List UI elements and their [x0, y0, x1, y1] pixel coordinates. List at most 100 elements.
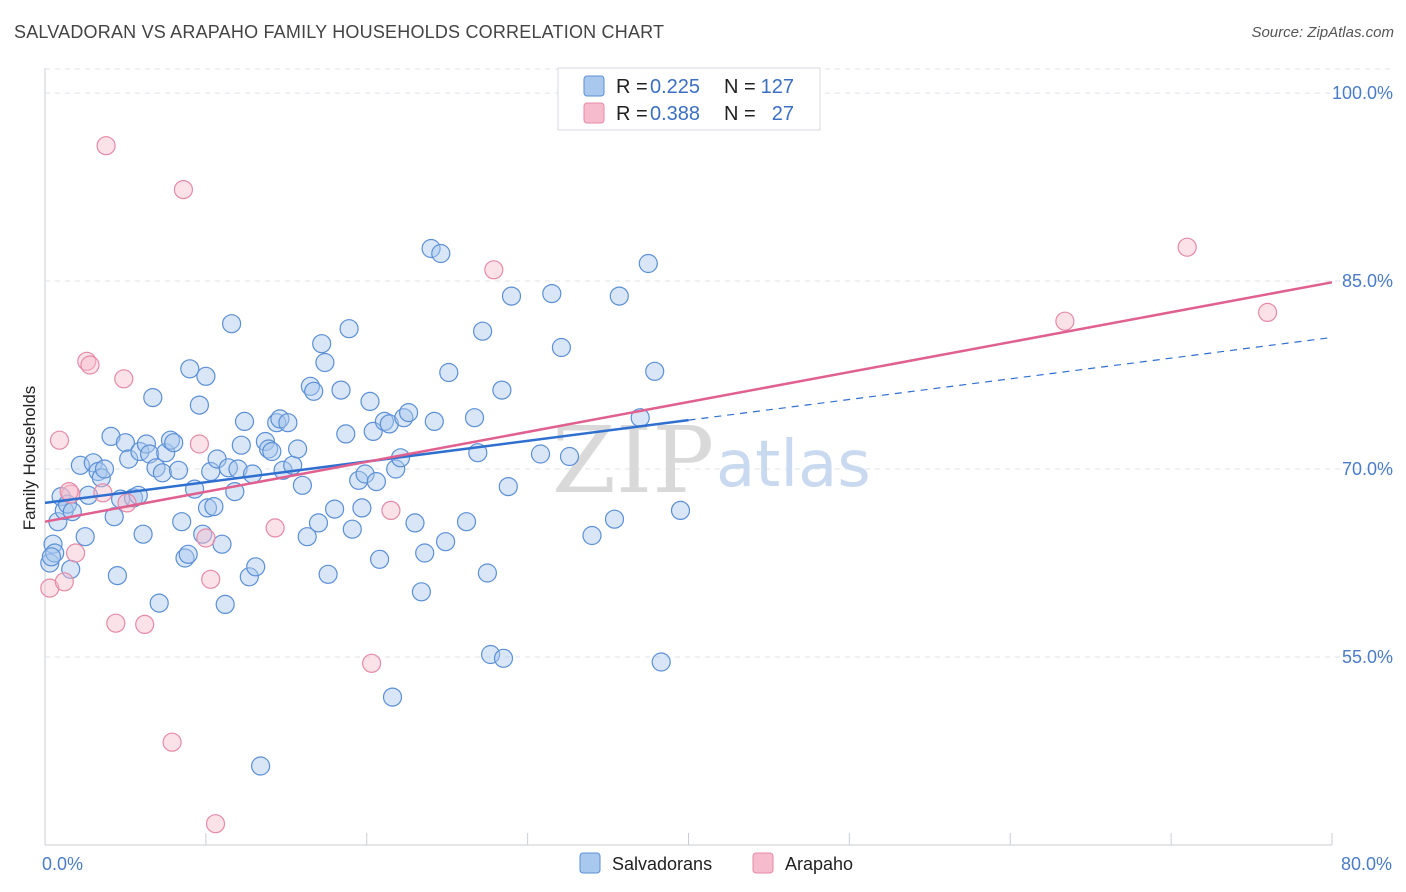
salvadoran-point	[670, 500, 691, 520]
arapaho-point	[381, 500, 401, 520]
salvadoran-point	[218, 458, 238, 478]
salvadoran-point	[339, 319, 359, 339]
salvadoran-point	[421, 238, 441, 259]
arapaho-point	[196, 528, 216, 548]
salvadoran-point	[75, 527, 95, 547]
arapaho-point	[1257, 302, 1278, 322]
watermark-atlas: atlas	[716, 428, 871, 502]
salvadoran-point	[83, 453, 103, 473]
salvadoran-point	[530, 444, 551, 464]
salvadoran-point	[143, 388, 163, 408]
salvadoran-point	[175, 548, 195, 568]
salvadoran-point	[645, 361, 665, 381]
salvadoran-point	[366, 472, 386, 492]
salvadoran-point	[493, 648, 514, 668]
salvadoran-point	[551, 337, 572, 358]
salvadoran-point	[456, 512, 477, 532]
salvadoran-point	[204, 497, 224, 517]
salvadoran-point	[94, 459, 115, 479]
salvadoran-point	[473, 321, 493, 341]
y-tick-label: 55.0%	[1342, 647, 1393, 667]
arapaho-point	[106, 613, 126, 633]
salvadoran-point	[251, 756, 271, 776]
salvadoran-point	[477, 563, 497, 583]
legend-r-label-1: R =	[616, 76, 648, 98]
salvadoran-point	[215, 594, 235, 615]
arapaho-point	[265, 518, 285, 538]
salvadoran-point	[439, 362, 459, 383]
salvadoran-point	[149, 593, 169, 613]
salvadoran-point	[604, 509, 625, 529]
x-tick-label-max: 80.0%	[1341, 854, 1392, 874]
salvadoran-point	[355, 464, 375, 484]
salvadoran-point	[231, 435, 251, 455]
arapaho-point	[96, 136, 116, 156]
watermark-zip: ZIP	[552, 407, 714, 514]
salvadoran-point	[288, 439, 308, 459]
salvadoran-point	[411, 582, 431, 602]
salvadoran-point	[638, 253, 658, 274]
arapaho-point	[65, 543, 86, 563]
salvadoran-point	[431, 243, 451, 264]
arapaho-point	[40, 578, 60, 598]
salvadoran-point	[40, 553, 60, 573]
salvadorans-points	[40, 238, 691, 776]
salvadoran-point	[609, 286, 629, 306]
salvadoran-point	[559, 446, 580, 467]
salvadoran-point	[399, 403, 419, 423]
legend-n-value-2: 27	[772, 103, 794, 125]
y-tick-label: 85.0%	[1342, 271, 1393, 291]
salvadoran-point	[331, 380, 351, 400]
salvadoran-point	[242, 464, 263, 484]
salvadoran-point	[156, 443, 176, 463]
salvadoran-point	[146, 458, 166, 478]
salvadoran-point	[379, 414, 399, 434]
x-ticks	[44, 833, 1333, 845]
salvadoran-point	[115, 433, 136, 453]
salvadoran-point	[325, 499, 345, 519]
y-axis-title: Family Households	[20, 386, 39, 531]
arapaho-point	[189, 434, 209, 454]
series-legend-swatch-salvadorans	[579, 852, 601, 874]
stats-legend: R = 0.225 N = 127 R = 0.388 N = 27	[557, 67, 821, 131]
legend-swatch-pink	[583, 102, 605, 124]
salvadoran-point	[193, 524, 213, 544]
arapaho-point	[205, 814, 226, 834]
arapaho-point	[93, 483, 113, 503]
y-tick-label: 100.0%	[1332, 83, 1393, 103]
salvadoran-point	[119, 449, 139, 469]
source-label: Source: ZipAtlas.com	[1251, 24, 1394, 41]
legend-n-value-1: 127	[761, 76, 794, 98]
salvadoran-point	[318, 564, 338, 584]
salvadoran-point	[498, 477, 518, 497]
salvadoran-point	[196, 366, 216, 386]
salvadoran-point	[297, 527, 317, 547]
salvadoran-point	[189, 395, 209, 415]
arapaho-point	[484, 260, 504, 280]
legend-r-value-2: 0.388	[650, 103, 700, 125]
arapaho-point	[49, 430, 70, 450]
salvadoran-point	[374, 411, 394, 431]
arapaho-point	[173, 180, 193, 200]
arapaho-point	[117, 493, 137, 513]
legend-r-value-1: 0.225	[650, 76, 700, 98]
legend-swatch-blue	[583, 75, 605, 97]
salvadoran-point	[107, 565, 128, 586]
salvadoran-point	[292, 475, 312, 495]
salvadoran-point	[267, 413, 287, 433]
salvadoran-point	[41, 547, 62, 567]
arapaho-point	[162, 732, 182, 752]
arapaho-point	[1055, 311, 1075, 331]
salvadoran-point	[246, 557, 266, 577]
salvadoran-point	[405, 513, 425, 533]
legend-n-label-1: N =	[724, 76, 756, 98]
salvadoran-point	[45, 543, 65, 563]
salvadoran-point	[222, 314, 242, 334]
salvadoran-point	[152, 463, 172, 483]
legend-n-label-2: N =	[724, 103, 756, 125]
arapaho-point	[362, 653, 382, 673]
salvadoran-point	[160, 430, 181, 450]
arapaho-point	[135, 614, 155, 635]
salvadoran-point	[304, 381, 324, 401]
salvadoran-point	[386, 459, 406, 479]
